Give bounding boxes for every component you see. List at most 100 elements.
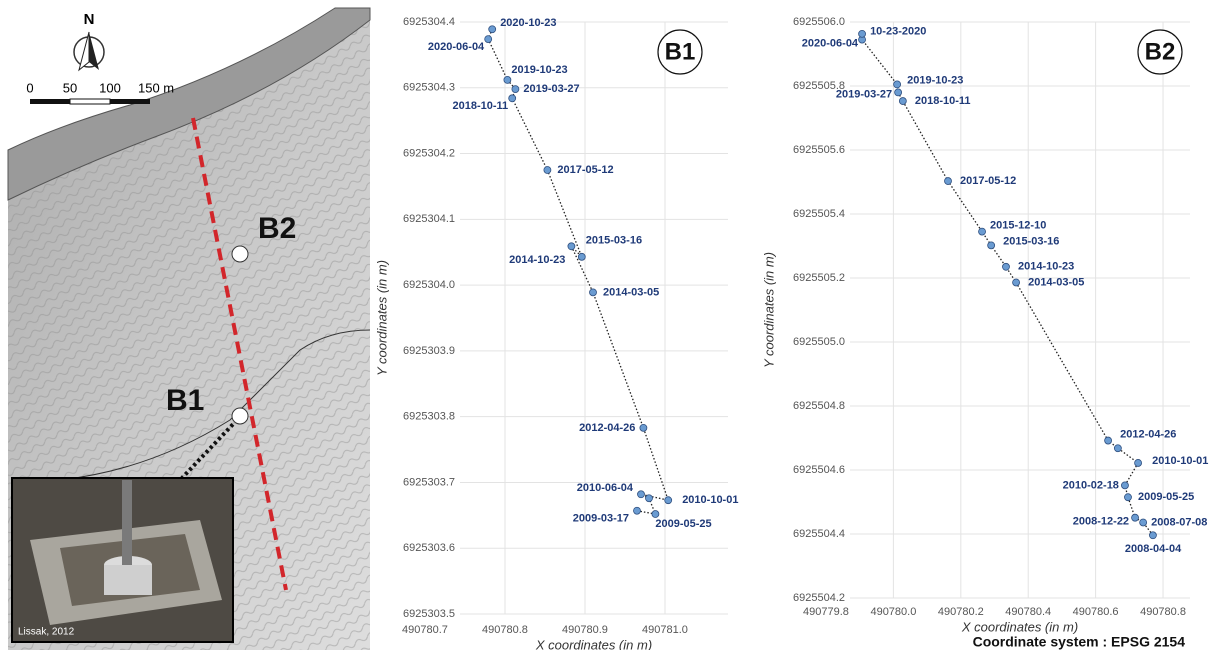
chart-title: B2 [1145, 38, 1176, 65]
scale-label: 0 [26, 80, 33, 95]
y-tick-label: 6925303.7 [403, 476, 455, 488]
y-tick-label: 6925505.6 [793, 144, 845, 156]
x-tick-label: 490780.9 [562, 624, 608, 636]
point [664, 496, 673, 505]
scale-label: 100 [99, 80, 121, 95]
point [944, 177, 952, 185]
x-axis-title: X coordinates (in m) [535, 637, 652, 650]
point [645, 494, 653, 503]
point [1113, 444, 1122, 453]
y-axis-title: Y coordinates (in m) [374, 260, 389, 376]
point [503, 75, 512, 84]
point [589, 288, 597, 297]
site-label: B2 [258, 212, 296, 245]
point [651, 510, 660, 518]
y-axis-title: Y coordinates (in m) [761, 252, 776, 368]
point [893, 80, 902, 89]
point-label: 2009-05-25 [655, 518, 711, 530]
point-label: 2012-04-26 [1120, 428, 1176, 440]
north-arrow [78, 31, 90, 72]
x-tick-label: 490779.8 [803, 606, 849, 618]
point [1121, 481, 1129, 490]
point-label: 2014-10-23 [1018, 261, 1074, 273]
point-label: 2015-12-10 [990, 220, 1046, 232]
x-tick-label: 490780.4 [1005, 606, 1051, 618]
point-label: 2020-06-04 [802, 38, 859, 50]
y-tick-label: 6925304.1 [403, 213, 455, 225]
scale-label: 150 m [138, 80, 174, 95]
coast-band [7, 7, 371, 201]
footer: Coordinate system : EPSG 2154 [973, 634, 1186, 650]
inset-photo: Lissak, 2012 [11, 477, 234, 643]
point-label: 2014-03-05 [1028, 276, 1084, 288]
point [1139, 518, 1148, 527]
point [1149, 531, 1157, 540]
point [511, 85, 520, 93]
point-label: 2015-03-16 [586, 235, 642, 247]
x-tick-label: 490781.0 [642, 624, 688, 636]
point-label: 2010-10-01 [682, 494, 738, 506]
point-label: 2010-10-01 [1152, 455, 1208, 467]
point [1104, 436, 1112, 445]
point-label: 2015-03-16 [1003, 235, 1059, 247]
y-tick-label: 6925304.0 [403, 279, 455, 291]
y-tick-label: 6925505.8 [793, 80, 845, 92]
photo-pillar [104, 565, 152, 595]
trajectory-line [861, 33, 1154, 536]
point [543, 166, 552, 174]
y-tick-label: 6925505.2 [793, 272, 845, 284]
point-label: 2019-03-27 [523, 83, 579, 95]
y-tick-label: 6925304.4 [403, 16, 455, 28]
point-label: 2014-03-05 [603, 286, 659, 298]
chart-title: B1 [665, 38, 696, 65]
north-label: N [84, 11, 95, 28]
trajectory-line [487, 28, 670, 515]
point-label: 2019-03-27 [836, 88, 892, 100]
point-label: 2009-03-17 [573, 513, 629, 525]
point-label: 2010-02-18 [1063, 479, 1119, 491]
y-tick-label: 6925303.9 [403, 345, 455, 357]
y-tick-label: 6925504.8 [793, 400, 845, 412]
leader-line [180, 418, 239, 480]
x-tick-label: 490780.7 [402, 624, 448, 636]
y-tick-label: 6925505.4 [793, 208, 845, 220]
point [639, 423, 648, 432]
point [633, 506, 641, 515]
x-tick-label: 490780.0 [870, 606, 916, 618]
x-tick-label: 490780.2 [938, 606, 984, 618]
point-label: 2020-06-04 [428, 41, 485, 53]
chart: 6925303.5 6925303.6 6925303.7 6925303.8 6925… [374, 16, 738, 650]
point-label: 2018-10-11 [915, 95, 971, 107]
point [898, 97, 907, 105]
site-marker [231, 245, 249, 263]
y-tick-label: 6925504.6 [793, 464, 845, 476]
point [1124, 493, 1132, 502]
point [508, 94, 517, 103]
x-tick-label: 490780.6 [1073, 606, 1119, 618]
point-label: 2017-05-12 [557, 164, 613, 176]
scale-bar [30, 99, 70, 104]
point-label: 2017-05-12 [960, 175, 1016, 187]
y-tick-label: 6925303.5 [403, 608, 455, 620]
point [1002, 262, 1010, 271]
point [637, 490, 645, 499]
y-tick-label: 6925504.4 [793, 528, 845, 540]
point [1012, 278, 1020, 287]
point-label: 2020-10-23 [500, 17, 556, 29]
point-label: 2018-10-11 [453, 100, 509, 112]
title-circle [657, 29, 703, 75]
point-label: 2012-04-26 [579, 422, 635, 434]
point [577, 252, 586, 261]
title-circle [1137, 29, 1183, 75]
point [488, 25, 497, 34]
photo-rod [122, 480, 132, 565]
point-label: 2009-05-25 [1138, 491, 1194, 503]
point [987, 241, 996, 250]
scale-label: 50 [63, 80, 77, 95]
point [858, 29, 866, 38]
point-label: 2010-06-04 [577, 482, 634, 494]
point-label: 2019-10-23 [907, 74, 963, 86]
point [567, 242, 576, 251]
